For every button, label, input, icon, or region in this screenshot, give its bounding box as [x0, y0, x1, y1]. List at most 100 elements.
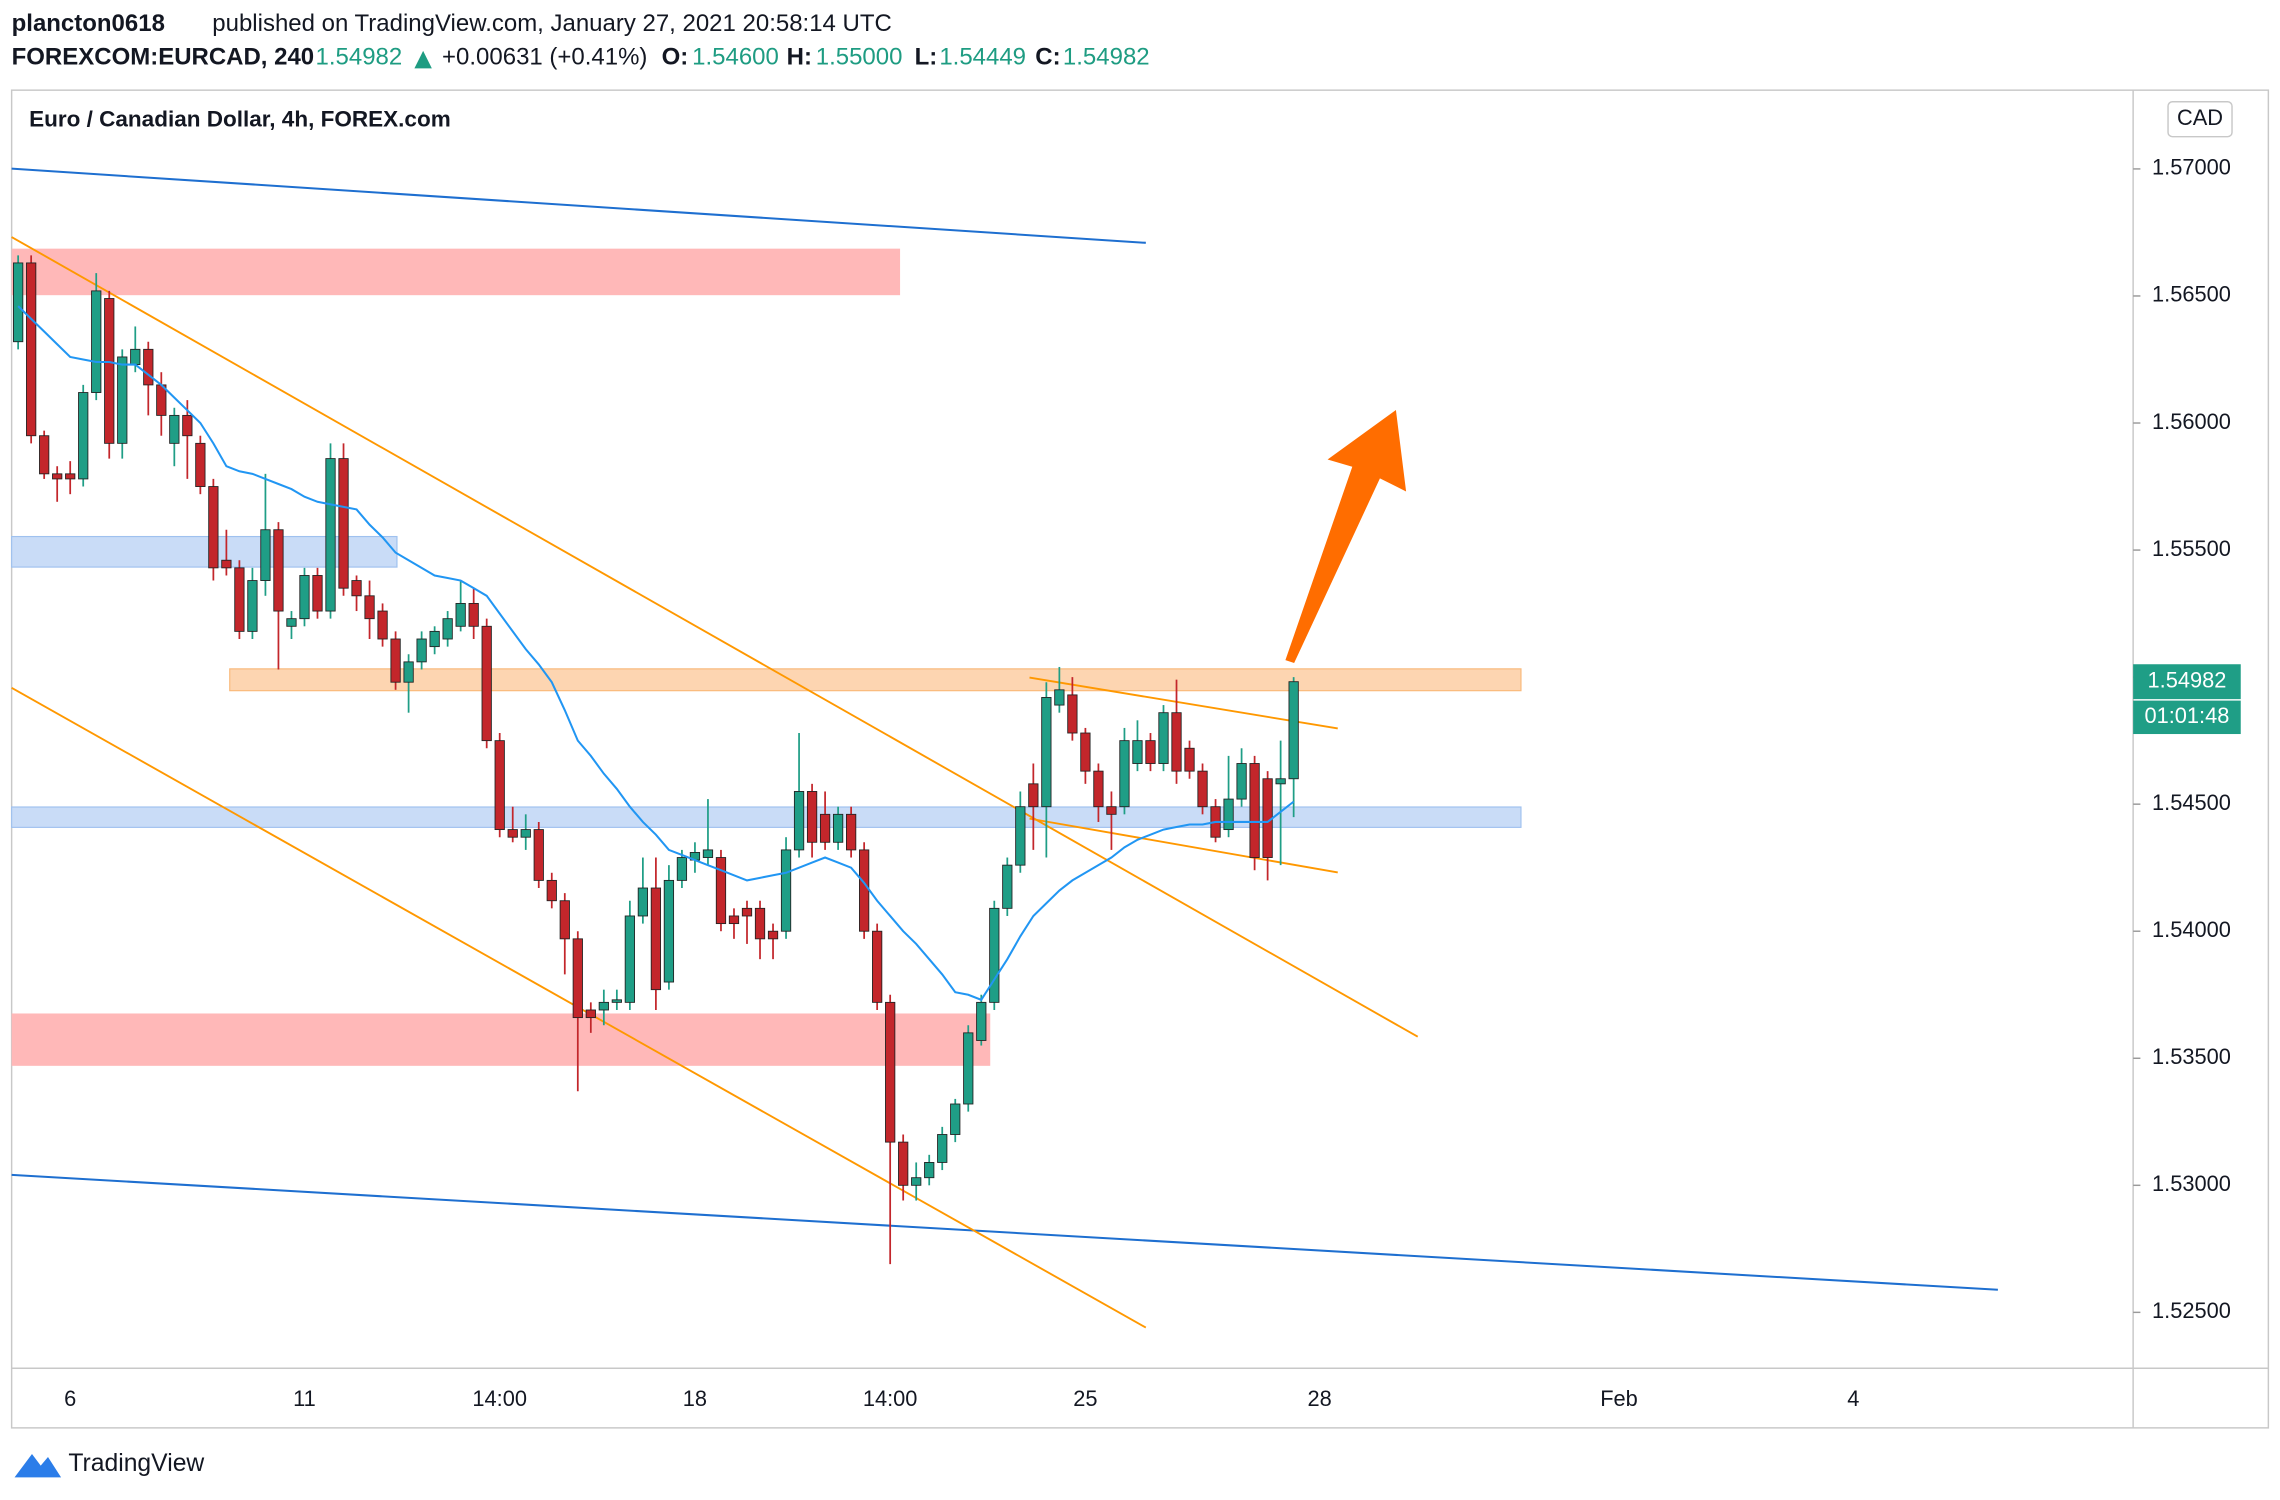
candle-body [1028, 783, 1039, 808]
candle-body [481, 625, 492, 742]
channel-line [11, 236, 1419, 1038]
candle-body [1106, 806, 1117, 815]
logo-icon [14, 1454, 62, 1478]
trend-line [11, 1173, 1998, 1291]
candle-body [585, 1009, 596, 1019]
candle-body [650, 887, 662, 991]
level-zone [229, 668, 1522, 692]
candle-body [1119, 740, 1130, 808]
arrow [1285, 410, 1407, 664]
x-tick-label: 14:00 [863, 1386, 918, 1411]
candles-layer [13, 255, 1299, 1265]
ohlc-label: L: [915, 44, 938, 71]
candle-body [741, 907, 753, 917]
candle-body [676, 857, 688, 881]
candle-body [1067, 694, 1078, 734]
candle-body [1236, 763, 1247, 800]
x-tick-label: 4 [1847, 1386, 1859, 1411]
candle-body [416, 638, 427, 663]
ohlc-value: 1.54600 [692, 44, 779, 71]
candle-body [572, 938, 583, 1019]
x-tick-label: 28 [1308, 1386, 1332, 1411]
currency-label[interactable]: CAD [2177, 105, 2223, 130]
candle-body [130, 348, 141, 366]
candle-body [1054, 689, 1065, 706]
x-tick-label: 11 [293, 1386, 316, 1411]
candle-body [26, 262, 37, 437]
price-tag-label: 1.54982 [2148, 667, 2227, 692]
ohlc-value: 1.54982 [1063, 44, 1150, 71]
y-tick-label: 1.53500 [2152, 1044, 2231, 1069]
candle-body [299, 575, 310, 620]
candle-body [91, 290, 102, 393]
candle-body [989, 907, 1000, 1003]
countdown-tag [2133, 700, 2241, 735]
candle-body [494, 740, 505, 831]
candle-body [559, 900, 570, 940]
candle-body [468, 602, 479, 627]
candle-body [403, 661, 414, 683]
candle-body [507, 829, 518, 838]
candle-body [663, 879, 675, 983]
x-tick-label: 18 [683, 1386, 707, 1411]
candle-body [702, 849, 714, 858]
candle-body [39, 435, 50, 475]
ohlc-value: 1.55000 [816, 44, 903, 71]
candle-body [637, 887, 648, 917]
candle-body [182, 414, 193, 437]
candle-body [1015, 806, 1026, 866]
candle-body [169, 414, 180, 444]
candle-body [1080, 732, 1091, 772]
x-tick-label: 14:00 [472, 1386, 527, 1411]
candle-body [1132, 740, 1143, 764]
ohlc-value: 1.54449 [939, 44, 1026, 71]
candle-body [872, 930, 883, 1003]
candle-body [832, 813, 844, 843]
candle-body [898, 1141, 909, 1186]
candle-body [533, 829, 544, 881]
candle-body [260, 529, 271, 581]
symbol: FOREXCOM:EURCAD, 240 [12, 44, 315, 71]
candle-body [754, 907, 766, 940]
y-tick-label: 1.56500 [2152, 282, 2231, 307]
support-zone [11, 1013, 991, 1066]
candle-body [65, 473, 76, 480]
candle-body [455, 602, 466, 627]
candle-body [1145, 740, 1156, 764]
moving-average [17, 305, 1295, 1002]
candle-body [1184, 747, 1195, 772]
ohlc-label: H: [787, 44, 812, 71]
candle-body [195, 442, 206, 487]
y-tick-label: 1.52500 [2152, 1298, 2231, 1323]
candle-body [937, 1134, 948, 1163]
chart-title: Euro / Canadian Dollar, 4h, FOREX.com [29, 107, 451, 132]
candle-body [364, 595, 375, 620]
candle-body [104, 298, 115, 444]
candle-body [1197, 770, 1208, 808]
candle-body [976, 1001, 987, 1041]
candle-body [312, 575, 323, 612]
ohlc-label: C: [1035, 44, 1060, 71]
candle-body [52, 473, 63, 480]
candle-body [1002, 864, 1013, 909]
candle-body [1223, 798, 1234, 831]
candle-body [546, 879, 557, 902]
candle-body [1249, 763, 1260, 858]
candle-body [351, 580, 362, 597]
last-price: 1.54982 [316, 44, 403, 71]
candle-body [1171, 712, 1182, 772]
candle-body [911, 1177, 922, 1186]
x-tick-label: 6 [64, 1386, 76, 1411]
publish-info: published on TradingView.com, January 27… [212, 10, 892, 37]
candle-body [429, 630, 440, 648]
candle-body [234, 567, 245, 632]
candle-body [793, 791, 805, 851]
trend-line [11, 167, 1146, 244]
up-arrow-icon [414, 50, 432, 69]
y-tick-label: 1.54000 [2152, 917, 2231, 942]
candle-body [221, 559, 232, 569]
currency-button[interactable] [2167, 101, 2233, 138]
candle-body [286, 618, 297, 627]
candle-body [1093, 770, 1104, 808]
